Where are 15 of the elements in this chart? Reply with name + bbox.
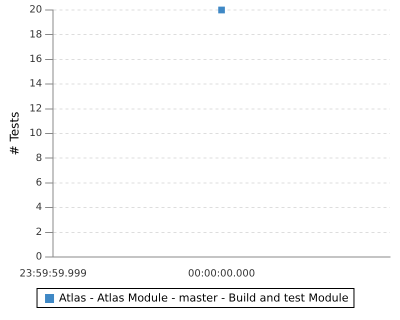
x-tick-label: 00:00:00.000 (188, 268, 256, 280)
legend-label: Atlas - Atlas Module - master - Build and test Module (59, 291, 349, 304)
y-tick-label: 2 (36, 226, 42, 238)
y-tick-label: 14 (29, 78, 42, 90)
y-tick-label: 8 (36, 152, 42, 164)
y-tick-label: 16 (29, 54, 42, 65)
y-tick-label: 20 (29, 4, 42, 16)
y-tick-label: 6 (36, 177, 42, 188)
y-tick-label: 12 (29, 103, 42, 114)
y-tick-label: 10 (29, 128, 42, 140)
y-tick-label: 4 (36, 202, 42, 214)
y-tick-label: 18 (29, 29, 42, 40)
x-tick-label: 23:59:59.999 (20, 268, 87, 280)
y-axis-title: # Tests (7, 112, 22, 156)
y-tick-label: 0 (36, 252, 42, 263)
